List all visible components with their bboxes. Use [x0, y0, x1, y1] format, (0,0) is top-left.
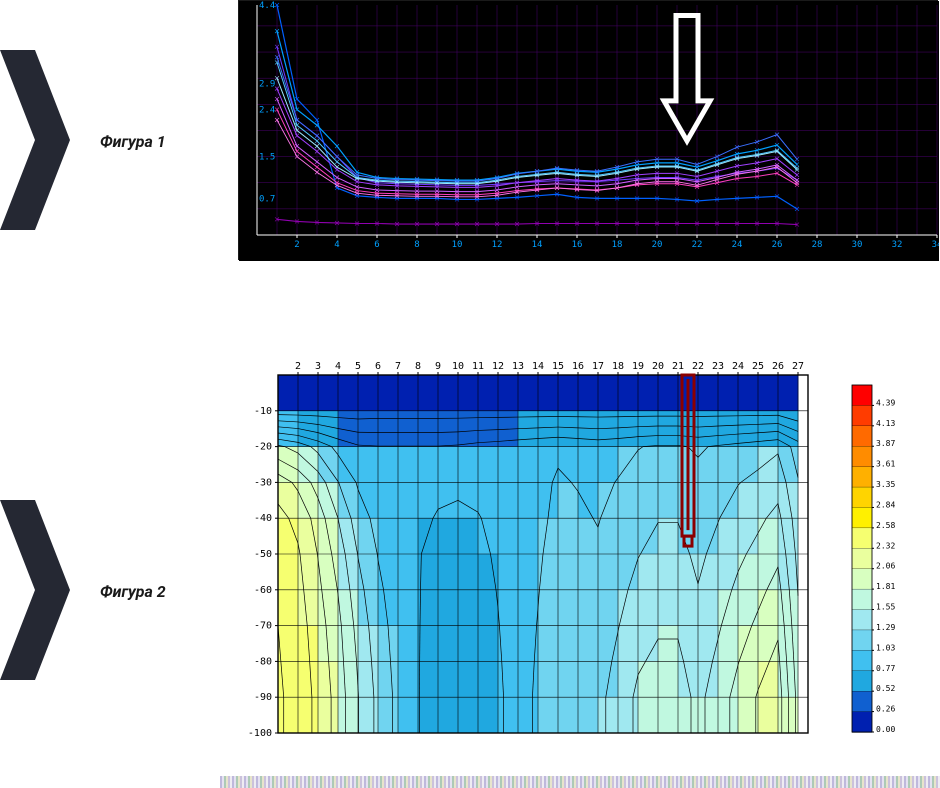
svg-text:19: 19 [632, 361, 644, 372]
svg-text:22: 22 [692, 361, 704, 372]
svg-text:0.00: 0.00 [876, 725, 895, 734]
nav-arrow-1 [0, 50, 70, 230]
svg-text:3.61: 3.61 [876, 460, 895, 469]
svg-text:-70: -70 [254, 621, 272, 632]
svg-text:4.39: 4.39 [876, 398, 895, 407]
svg-text:6: 6 [374, 240, 379, 250]
nav-arrow-2 [0, 500, 70, 680]
svg-text:4.13: 4.13 [876, 419, 895, 428]
svg-text:20: 20 [652, 240, 663, 250]
svg-text:9: 9 [435, 361, 441, 372]
svg-text:22: 22 [692, 240, 703, 250]
svg-text:28: 28 [812, 240, 823, 250]
svg-text:11: 11 [472, 361, 484, 372]
svg-text:-80: -80 [254, 656, 272, 667]
svg-text:4: 4 [335, 361, 341, 372]
svg-text:8: 8 [414, 240, 419, 250]
svg-text:15: 15 [552, 361, 564, 372]
svg-text:16: 16 [572, 240, 583, 250]
svg-text:-40: -40 [254, 513, 272, 524]
footer-noise-bar [220, 776, 940, 788]
svg-text:21: 21 [672, 361, 684, 372]
svg-text:7: 7 [395, 361, 401, 372]
svg-text:26: 26 [772, 361, 784, 372]
svg-text:2.06: 2.06 [876, 562, 895, 571]
svg-text:1.29: 1.29 [876, 623, 895, 632]
svg-text:2.32: 2.32 [876, 541, 895, 550]
svg-text:2.84: 2.84 [876, 500, 895, 509]
svg-text:18: 18 [612, 361, 624, 372]
svg-text:0.77: 0.77 [876, 664, 895, 673]
svg-text:5: 5 [355, 361, 361, 372]
svg-text:0.52: 0.52 [876, 684, 895, 693]
svg-text:3: 3 [315, 361, 321, 372]
svg-text:-30: -30 [254, 477, 272, 488]
svg-text:2: 2 [294, 240, 299, 250]
line-chart: 2468101214161820222426283032340.71.52.42… [238, 0, 938, 260]
svg-text:-90: -90 [254, 692, 272, 703]
svg-text:4: 4 [334, 240, 339, 250]
svg-text:-20: -20 [254, 442, 272, 453]
svg-text:16: 16 [572, 361, 584, 372]
svg-text:14: 14 [532, 361, 544, 372]
svg-text:10: 10 [452, 240, 463, 250]
svg-text:-60: -60 [254, 585, 272, 596]
svg-text:-100: -100 [248, 728, 272, 739]
svg-text:2.9: 2.9 [259, 79, 275, 89]
svg-text:2.4: 2.4 [259, 106, 275, 116]
svg-text:23: 23 [712, 361, 724, 372]
svg-text:-10: -10 [254, 406, 272, 417]
line-chart-svg: 2468101214161820222426283032340.71.52.42… [239, 1, 939, 261]
svg-text:1.81: 1.81 [876, 582, 895, 591]
svg-text:30: 30 [852, 240, 863, 250]
svg-text:0.7: 0.7 [259, 194, 275, 204]
svg-text:17: 17 [592, 361, 604, 372]
svg-text:12: 12 [492, 240, 503, 250]
svg-text:32: 32 [892, 240, 903, 250]
figure-1-label: Фигура 1 [100, 132, 166, 151]
svg-text:3.35: 3.35 [876, 480, 895, 489]
contour-chart-svg: 2345678910111213141516171819202122232425… [238, 355, 938, 755]
svg-text:24: 24 [732, 361, 744, 372]
svg-text:27: 27 [792, 361, 804, 372]
svg-text:18: 18 [612, 240, 623, 250]
svg-text:6: 6 [375, 361, 381, 372]
svg-text:8: 8 [415, 361, 421, 372]
contour-chart: 2345678910111213141516171819202122232425… [238, 355, 938, 755]
svg-text:1.03: 1.03 [876, 643, 895, 652]
svg-text:2: 2 [295, 361, 301, 372]
svg-text:12: 12 [492, 361, 504, 372]
svg-text:34: 34 [932, 240, 939, 250]
svg-text:1.5: 1.5 [259, 153, 275, 163]
svg-text:10: 10 [452, 361, 464, 372]
svg-text:3.87: 3.87 [876, 439, 895, 448]
svg-text:20: 20 [652, 361, 664, 372]
svg-text:4.4: 4.4 [259, 1, 275, 11]
svg-text:-50: -50 [254, 549, 272, 560]
svg-text:1.55: 1.55 [876, 603, 895, 612]
figure-2-label: Фигура 2 [100, 582, 166, 601]
svg-text:13: 13 [512, 361, 524, 372]
svg-text:25: 25 [752, 361, 764, 372]
svg-text:0.26: 0.26 [876, 705, 895, 714]
svg-text:2.58: 2.58 [876, 521, 895, 530]
svg-text:14: 14 [532, 240, 543, 250]
svg-text:26: 26 [772, 240, 783, 250]
svg-text:24: 24 [732, 240, 743, 250]
